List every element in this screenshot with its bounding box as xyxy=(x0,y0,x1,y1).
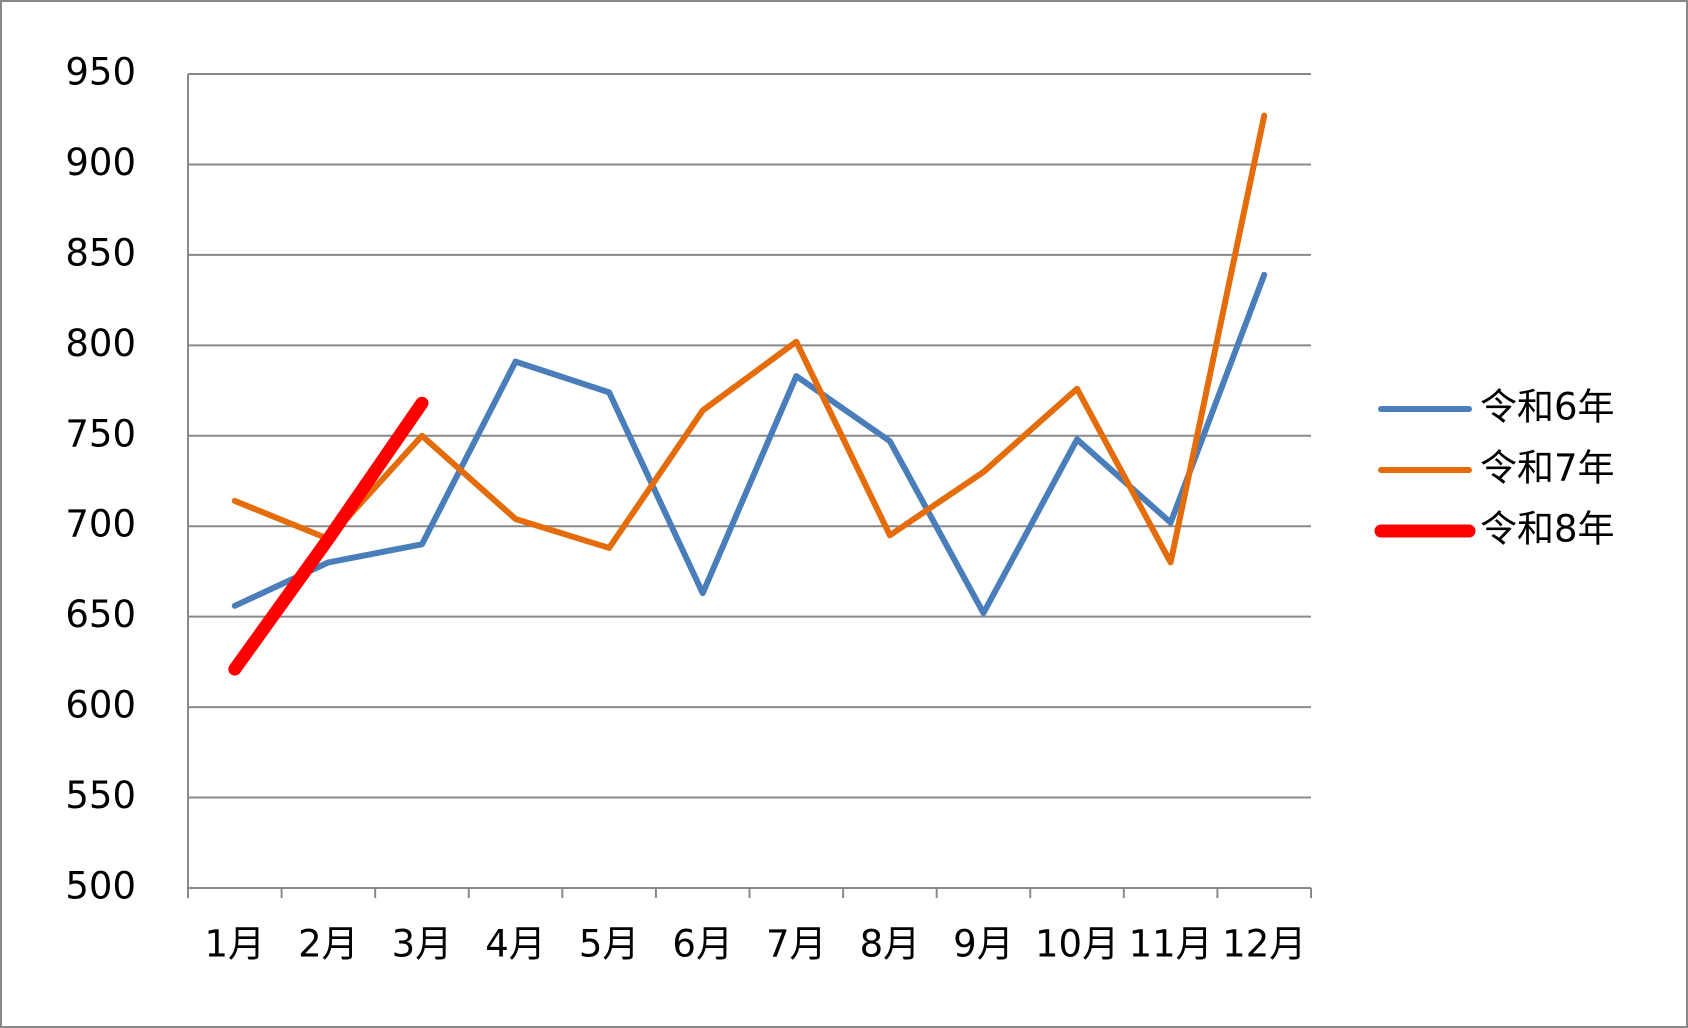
x-tick-label: 2月 xyxy=(298,923,359,966)
x-tick-label: 1月 xyxy=(205,923,266,966)
x-tick-label: 8月 xyxy=(860,923,921,966)
x-tick-label: 12月 xyxy=(1222,923,1306,966)
series-line xyxy=(231,271,1268,617)
x-tick-label: 7月 xyxy=(766,923,827,966)
y-tick-label: 750 xyxy=(65,412,136,455)
series-line xyxy=(231,112,1268,566)
legend-label: 令和7年 xyxy=(1480,447,1615,490)
y-tick-label: 900 xyxy=(65,141,136,184)
x-tick-label: 10月 xyxy=(1035,923,1119,966)
x-tick-label: 4月 xyxy=(485,923,546,966)
y-tick-label: 600 xyxy=(65,684,136,727)
legend-label: 令和6年 xyxy=(1480,386,1615,429)
x-tick-label: 11月 xyxy=(1129,923,1213,966)
y-tick-label: 650 xyxy=(65,593,136,636)
y-tick-label: 500 xyxy=(65,865,136,908)
y-tick-label: 850 xyxy=(65,231,136,274)
series-line xyxy=(228,396,429,676)
x-tick-label: 5月 xyxy=(579,923,640,966)
y-tick-label: 550 xyxy=(65,774,136,817)
x-tick-label: 6月 xyxy=(672,923,733,966)
legend-label: 令和8年 xyxy=(1480,508,1615,551)
y-tick-label: 800 xyxy=(65,322,136,365)
x-tick-label: 3月 xyxy=(392,923,453,966)
y-tick-label: 950 xyxy=(65,51,136,94)
x-tick-label: 9月 xyxy=(953,923,1014,966)
y-tick-label: 700 xyxy=(65,503,136,546)
